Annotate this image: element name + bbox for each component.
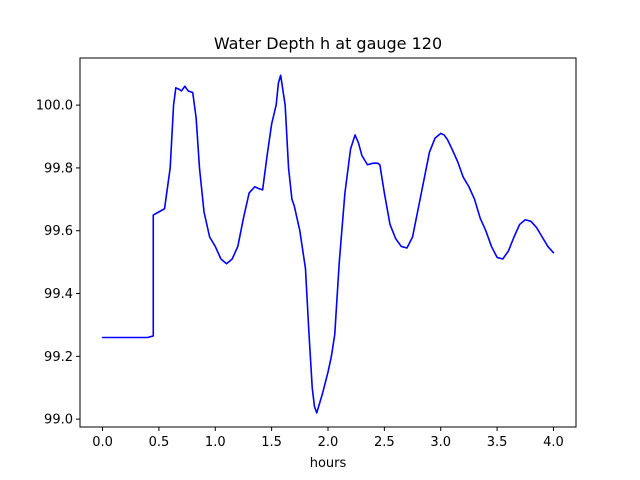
x-tick-label: 3.0 (430, 435, 451, 450)
series-line-0 (101, 74, 555, 414)
y-axis: 99.0 99.2 99.4 99.6 99.8 100.0 (36, 99, 80, 428)
x-tick-label: 2.0 (318, 435, 339, 450)
x-tick-label: 1.5 (261, 435, 282, 450)
x-axis: 0.0 0.5 1.0 1.5 2.0 2.5 3.0 3.5 4.0 (92, 427, 564, 450)
x-axis-label: hours (310, 456, 347, 471)
y-tick-label: 99.4 (44, 287, 73, 302)
x-tick-label: 2.5 (374, 435, 395, 450)
chart-title: Water Depth h at gauge 120 (214, 34, 442, 53)
y-tick-label: 99.6 (44, 224, 73, 239)
x-tick-label: 0.0 (92, 435, 113, 450)
plot-area (79, 57, 577, 428)
y-tick-label: 99.2 (44, 350, 73, 365)
x-tick-label: 0.5 (149, 435, 170, 450)
x-tick-label: 3.5 (487, 435, 508, 450)
y-tick-label: 99.0 (44, 413, 73, 428)
x-tick-label: 1.0 (205, 435, 226, 450)
x-tick-label: 4.0 (543, 435, 564, 450)
y-tick-label: 100.0 (36, 99, 73, 114)
y-tick-label: 99.8 (44, 161, 73, 176)
